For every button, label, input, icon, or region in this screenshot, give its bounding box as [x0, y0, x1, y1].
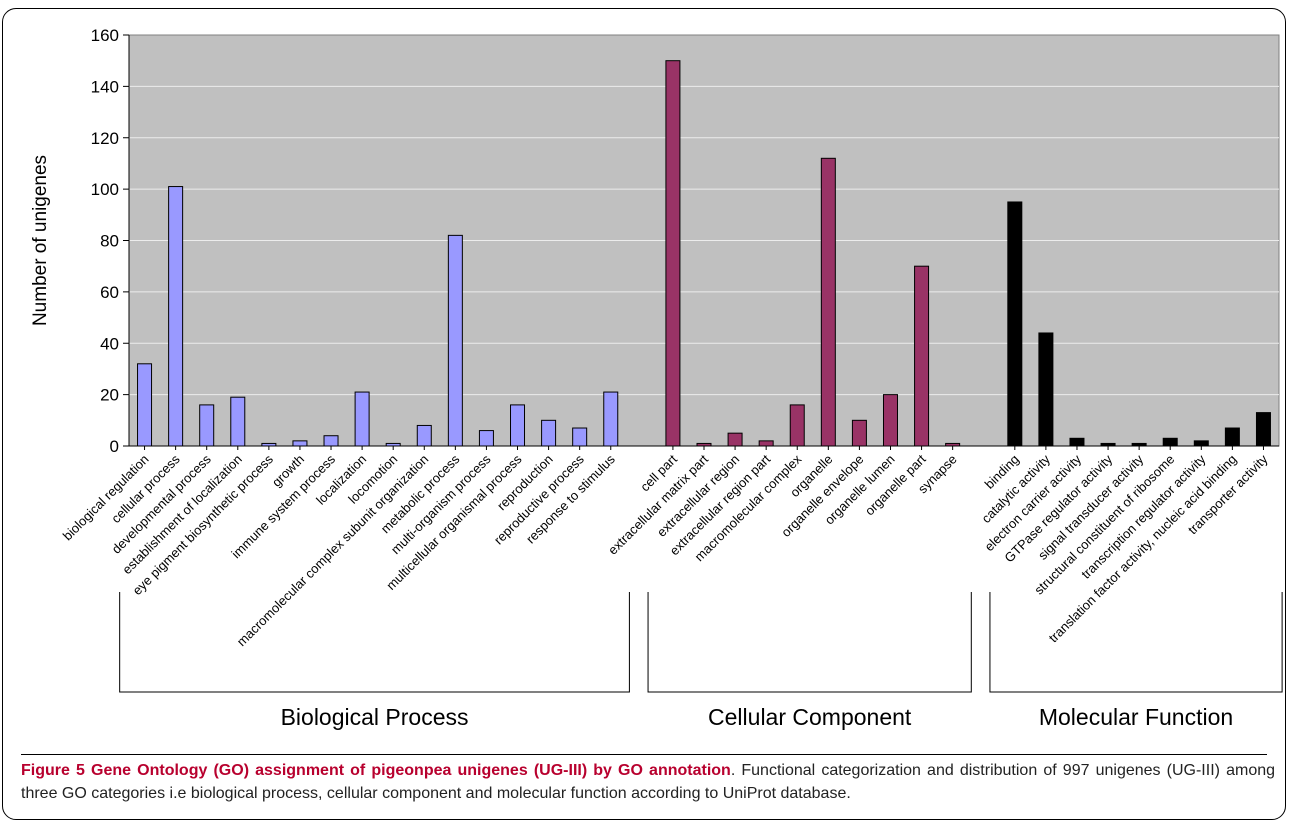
y-tick-label: 80 — [100, 232, 119, 251]
bar-extracellular-region-part — [758, 440, 774, 447]
figure-frame: 0 20 40 60 80 100 120 140 160 Number of unigenes b… — [2, 8, 1286, 820]
bar-reproductive-process — [572, 427, 588, 447]
group-label-biological-process: Biological Process — [281, 704, 469, 730]
bar-growth — [292, 440, 308, 447]
bar-structural-constituent-of-ribosome — [1162, 437, 1178, 447]
group-bracket-cellular-component — [647, 592, 972, 693]
bar-organelle-envelope — [851, 419, 867, 447]
bar-synapse — [945, 442, 961, 447]
bar-response-to-stimulus — [603, 391, 619, 447]
group-label-molecular-function: Molecular Function — [1039, 704, 1233, 730]
bar-binding — [1007, 201, 1023, 447]
bar-transcription-regulator-activity — [1193, 440, 1209, 447]
y-tick-label: 140 — [91, 77, 119, 96]
bar-localization — [354, 391, 370, 447]
bar-organelle-lumen — [882, 394, 898, 447]
bar-reproduction — [541, 419, 557, 447]
bar-immune-system-process — [323, 435, 339, 447]
caption-title: Gene Ontology (GO) assignment of pigeonp… — [91, 762, 731, 779]
bar-cellular-process — [168, 186, 184, 447]
bar-locomotion — [385, 442, 401, 447]
y-tick-label: 160 — [91, 26, 119, 45]
y-axis-label: Number of unigenes — [30, 155, 51, 326]
group-bracket-biological-process — [119, 592, 630, 693]
bar-multicellular-organismal-process — [510, 404, 526, 447]
y-tick-label: 100 — [91, 180, 119, 199]
bar-organelle-part — [914, 265, 930, 447]
bar-developmental-process — [199, 404, 215, 447]
bar-macromolecular-complex-subunit-organization — [416, 424, 432, 447]
bar-signal-transducer-activity — [1131, 442, 1147, 447]
bar-organelle — [820, 157, 836, 447]
bar-multi-organism-process — [478, 430, 494, 447]
y-tick-label: 20 — [100, 386, 119, 405]
bar-gtpase-regulator-activity — [1100, 442, 1116, 447]
caption-divider — [21, 754, 1267, 755]
figure-caption: Figure 5 Gene Ontology (GO) assignment o… — [21, 759, 1275, 805]
bar-extracellular-region — [727, 432, 743, 447]
group-label-cellular-component: Cellular Component — [708, 704, 912, 730]
bar-transporter-activity — [1255, 412, 1271, 447]
bar-catalytic-activity — [1038, 332, 1054, 447]
bar-biological-regulation — [137, 363, 153, 447]
y-tick-label: 0 — [110, 437, 119, 456]
bar-establishment-of-localization — [230, 396, 246, 447]
bar-metabolic-process — [447, 234, 463, 447]
bar-macromolecular-complex — [789, 404, 805, 447]
bar-electron-carrier-activity — [1069, 437, 1085, 447]
group-bracket-molecular-function — [989, 592, 1283, 693]
y-tick-label: 40 — [100, 334, 119, 353]
caption-text: . Functional categorization and distribu… — [21, 762, 1276, 802]
bar-extracellular-matrix-part — [696, 442, 712, 447]
bar-cell-part — [665, 60, 681, 447]
y-tick-label: 120 — [91, 129, 119, 148]
bar-eye-pigment-biosynthetic-process — [261, 442, 277, 447]
y-tick-label: 60 — [100, 283, 119, 302]
caption-label: Figure 5 — [21, 762, 85, 779]
bar-translation-factor-activity-nucleic-acid-binding — [1224, 427, 1240, 447]
